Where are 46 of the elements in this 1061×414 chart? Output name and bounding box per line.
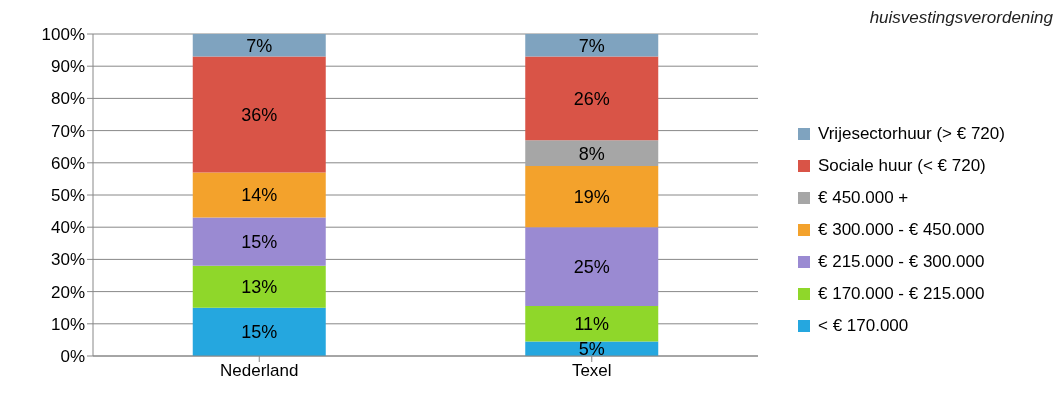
data-label: 5% <box>578 339 605 360</box>
y-tick-label: 0% <box>60 347 85 367</box>
legend-label: < € 170.000 <box>818 316 909 336</box>
y-tick-label: 30% <box>50 250 85 270</box>
data-label: 14% <box>241 185 278 206</box>
bar <box>525 227 659 307</box>
y-tick-label: 90% <box>50 57 85 77</box>
y-tick-label: 70% <box>50 121 85 141</box>
x-tick-label: Texel <box>571 361 612 381</box>
data-label: 19% <box>573 187 610 207</box>
data-label: 7% <box>246 35 273 56</box>
bar <box>525 34 659 57</box>
y-tick-label: 80% <box>50 89 85 109</box>
legend-label: € 300.000 - € 450.000 <box>818 220 985 240</box>
bar <box>525 166 659 228</box>
y-tick-label: 20% <box>50 282 85 302</box>
legend-label: Sociale huur (< € 720) <box>818 156 986 176</box>
y-tick-label: 50% <box>50 186 85 206</box>
bar <box>525 56 659 141</box>
bar <box>192 217 326 266</box>
data-label: 36% <box>241 104 278 125</box>
x-tick-label: Nederland <box>220 361 299 381</box>
bar <box>192 56 326 173</box>
text: huisvestingsverordening <box>869 8 1053 28</box>
bar <box>192 265 326 308</box>
legend-label: € 450.000 + <box>818 188 909 208</box>
bar <box>525 140 659 167</box>
y-tick-label: 10% <box>50 314 85 334</box>
y-tick-label: 40% <box>50 218 85 238</box>
data-label: 13% <box>241 277 278 298</box>
y-tick-label: 100% <box>41 25 85 45</box>
legend-label: € 215.000 - € 300.000 <box>818 252 985 272</box>
bar <box>192 34 326 57</box>
data-label: 11% <box>574 314 610 335</box>
data-label: 8% <box>578 143 605 164</box>
legend-label: Vrijesectorhuur (> € 720) <box>818 124 1005 144</box>
data-label: 15% <box>241 322 278 343</box>
bar <box>525 306 659 342</box>
data-label: 25% <box>573 257 610 278</box>
data-label: 7% <box>578 35 605 56</box>
data-label: 15% <box>241 232 278 253</box>
bar <box>192 172 326 218</box>
bar <box>192 307 326 356</box>
y-tick-label: 60% <box>50 153 85 173</box>
legend-label: € 170.000 - € 215.000 <box>818 284 985 304</box>
data-label: 26% <box>573 88 610 109</box>
